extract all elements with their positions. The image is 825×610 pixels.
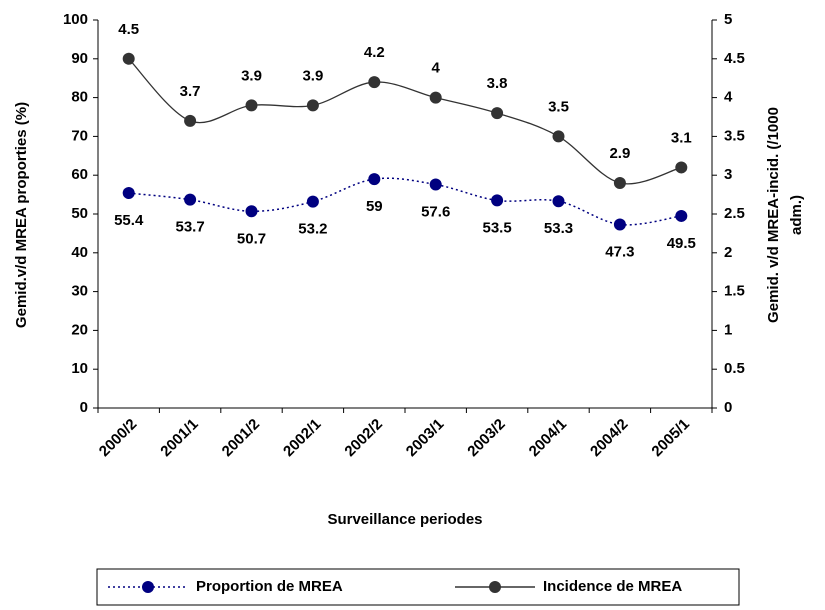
marker bbox=[552, 130, 565, 143]
value-label: 50.7 bbox=[237, 230, 266, 247]
y2-tick-label: 3.5 bbox=[724, 127, 745, 144]
y-axis-label: Gemid.v/d MREA proporties (%) bbox=[13, 102, 30, 328]
marker bbox=[245, 99, 258, 112]
y-tick-label: 60 bbox=[71, 166, 88, 183]
value-label: 4 bbox=[432, 60, 441, 77]
marker bbox=[429, 178, 442, 191]
y2-tick-label: 4 bbox=[724, 89, 733, 106]
y2-tick-label: 4.5 bbox=[724, 50, 745, 67]
marker bbox=[368, 76, 381, 89]
x-tick-label: 2004/1 bbox=[526, 416, 570, 460]
x-tick-label: 2003/2 bbox=[464, 416, 508, 460]
marker bbox=[613, 176, 626, 189]
y-tick-label: 10 bbox=[71, 360, 88, 377]
value-label: 53.3 bbox=[544, 220, 573, 237]
marker bbox=[184, 114, 197, 127]
y2-tick-label: 2 bbox=[724, 244, 732, 261]
y2-tick-label: 3 bbox=[724, 166, 732, 183]
marker bbox=[306, 99, 319, 112]
legend-label: Proportion de MREA bbox=[196, 578, 343, 595]
series-line bbox=[128, 177, 682, 226]
value-label: 4.5 bbox=[118, 21, 139, 38]
y2-tick-label: 0.5 bbox=[724, 360, 745, 377]
x-tick-label: 2005/1 bbox=[648, 416, 692, 460]
x-tick-label: 2001/2 bbox=[219, 416, 263, 460]
y2-axis-label: Gemid. v/d MREA-incid. (/1000 bbox=[765, 107, 782, 323]
legend-label: Incidence de MREA bbox=[543, 578, 682, 595]
y2-tick-label: 1 bbox=[724, 321, 732, 338]
value-label: 53.7 bbox=[175, 219, 204, 236]
y2-tick-label: 1.5 bbox=[724, 283, 745, 300]
legend-box bbox=[96, 568, 740, 606]
value-label: 3.9 bbox=[241, 67, 262, 84]
y2-axis-label: adm.) bbox=[788, 195, 805, 235]
marker bbox=[368, 173, 381, 186]
value-label: 53.5 bbox=[482, 219, 511, 236]
marker bbox=[491, 194, 504, 207]
y2-tick-label: 2.5 bbox=[724, 205, 745, 222]
value-label: 57.6 bbox=[421, 203, 450, 220]
value-label: 55.4 bbox=[114, 212, 144, 229]
marker bbox=[675, 161, 688, 174]
legend-marker bbox=[142, 581, 154, 593]
value-label: 3.9 bbox=[302, 67, 323, 84]
value-label: 3.8 bbox=[487, 75, 508, 92]
value-label: 3.1 bbox=[671, 129, 692, 146]
value-label: 2.9 bbox=[609, 145, 630, 162]
marker bbox=[613, 218, 626, 231]
x-tick-label: 2000/2 bbox=[96, 416, 140, 460]
marker bbox=[245, 205, 258, 218]
marker bbox=[552, 195, 565, 208]
y-tick-label: 80 bbox=[71, 89, 88, 106]
value-label: 49.5 bbox=[667, 235, 696, 252]
value-label: 59 bbox=[366, 198, 383, 215]
marker bbox=[184, 193, 197, 206]
marker bbox=[675, 209, 688, 222]
x-tick-label: 2003/1 bbox=[403, 416, 447, 460]
x-tick-label: 2002/2 bbox=[341, 416, 385, 460]
value-label: 3.5 bbox=[548, 98, 569, 115]
y-tick-label: 40 bbox=[71, 244, 88, 261]
y-tick-label: 90 bbox=[71, 50, 88, 67]
y2-tick-label: 5 bbox=[724, 11, 732, 28]
y-tick-label: 70 bbox=[71, 127, 88, 144]
y2-tick-label: 0 bbox=[724, 399, 732, 416]
marker bbox=[122, 187, 135, 200]
series-line bbox=[128, 58, 682, 185]
legend-marker bbox=[489, 581, 501, 593]
marker bbox=[122, 52, 135, 65]
value-label: 4.2 bbox=[364, 44, 385, 61]
value-label: 3.7 bbox=[180, 83, 201, 100]
y-tick-label: 100 bbox=[63, 11, 88, 28]
value-label: 47.3 bbox=[605, 243, 634, 260]
marker bbox=[306, 195, 319, 208]
x-tick-label: 2002/1 bbox=[280, 416, 324, 460]
value-label: 53.2 bbox=[298, 221, 327, 238]
y-tick-label: 20 bbox=[71, 321, 88, 338]
x-tick-label: 2004/2 bbox=[587, 416, 631, 460]
y-tick-label: 0 bbox=[80, 399, 88, 416]
x-tick-label: 2001/1 bbox=[157, 416, 201, 460]
x-axis-label: Surveillance periodes bbox=[327, 511, 482, 528]
marker bbox=[491, 107, 504, 120]
y-tick-label: 30 bbox=[71, 283, 88, 300]
marker bbox=[429, 91, 442, 104]
y-tick-label: 50 bbox=[71, 205, 88, 222]
